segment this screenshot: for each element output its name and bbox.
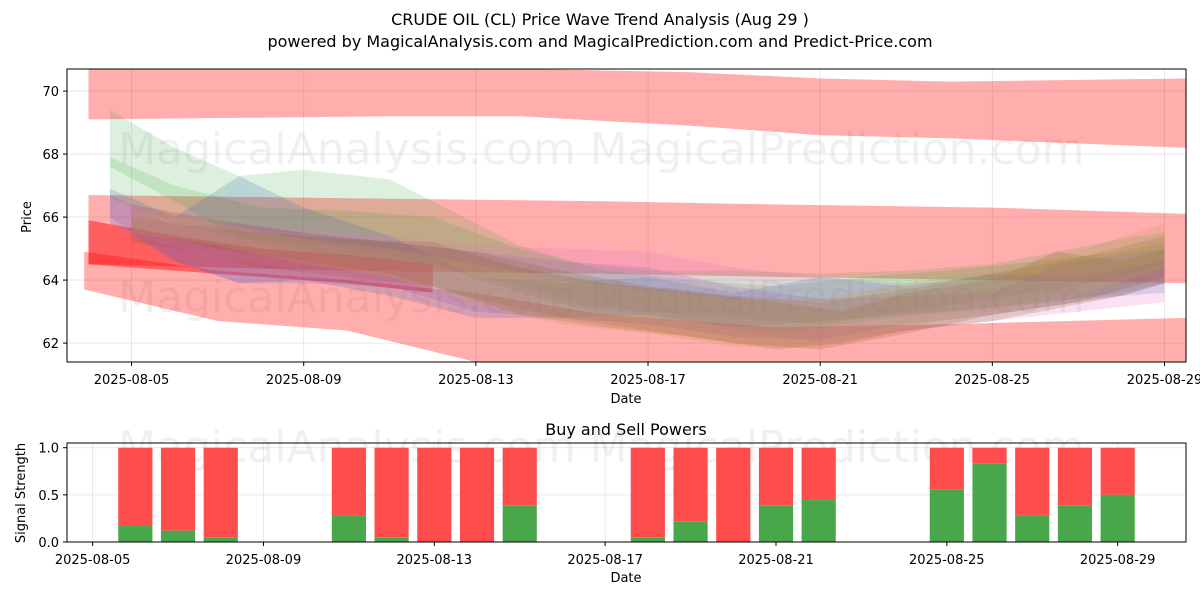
buy-bar: [1100, 494, 1135, 542]
buy-bar: [118, 525, 153, 542]
wave-band-red-top: [88, 69, 1186, 148]
wave-band-brown-a: [131, 217, 1165, 350]
signal-x-ticks: 2025-08-05 2025-08-09 2025-08-13 2025-08-17…: [55, 542, 1156, 568]
x-tick-label: 2025-08-05: [55, 553, 131, 568]
buy-bar: [502, 505, 537, 542]
price-plot-frame: [66, 68, 1187, 363]
y-tick-label: 66: [42, 211, 59, 226]
watermark: MagicalPrediction.com: [590, 272, 1085, 323]
buy-bar: [758, 505, 794, 542]
sell-bar: [801, 447, 836, 500]
sell-bar: [630, 447, 665, 538]
x-tick-label: 2025-08-13: [397, 553, 473, 568]
wave-band-blue-a: [110, 176, 1165, 328]
buy-bar: [160, 530, 196, 542]
wave-band-brown-b: [131, 204, 1165, 350]
wave-band-green-b: [110, 157, 1165, 334]
buy-bar: [630, 537, 665, 542]
watermark: MagicalAnalysis.com: [118, 272, 576, 323]
x-tick-label: 2025-08-17: [567, 553, 643, 568]
signal-y-ticks: 0.0 0.5 1.0: [38, 442, 67, 551]
sell-bar: [502, 447, 537, 506]
buy-bar: [331, 515, 366, 542]
watermark: MagicalPrediction.com: [590, 124, 1085, 175]
buy-bar: [673, 521, 708, 542]
sell-bar: [1015, 447, 1050, 516]
sell-bar: [929, 447, 964, 490]
buy-bar: [801, 499, 836, 542]
price-bands: [84, 69, 1186, 362]
watermark: MagicalAnalysis.com: [118, 124, 576, 175]
price-grid: [67, 69, 1186, 362]
sell-bar: [459, 447, 495, 542]
buy-bar: [374, 537, 409, 542]
x-tick-label: 2025-08-21: [738, 553, 814, 568]
band-layer: [84, 69, 1186, 362]
wave-band-tan-a: [131, 210, 1165, 347]
wave-band-red-lower: [84, 251, 1186, 362]
y-tick-label: 0.0: [38, 536, 59, 551]
price-x-ticks: 2025-08-05 2025-08-09 2025-08-13 2025-08-17…: [94, 362, 1200, 388]
x-tick-label: 2025-08-09: [226, 553, 302, 568]
price-wave-panel: MagicalAnalysis.com MagicalPrediction.co…: [20, 68, 1200, 407]
buy-bar: [1057, 505, 1093, 542]
chart-subtitle: powered by MagicalAnalysis.com and Magic…: [267, 32, 932, 51]
y-tick-label: 1.0: [38, 442, 59, 457]
x-tick-label: 2025-08-29: [1127, 373, 1200, 388]
wave-band-red-short: [88, 220, 433, 293]
signal-x-axis-label: Date: [610, 571, 641, 586]
x-tick-label: 2025-08-29: [1080, 553, 1156, 568]
x-tick-label: 2025-08-21: [782, 373, 858, 388]
sell-bar: [673, 447, 708, 522]
price-x-axis-label: Date: [610, 392, 641, 407]
buy-bar: [1015, 515, 1050, 542]
signal-plot-frame: [66, 442, 1187, 543]
x-tick-label: 2025-08-05: [94, 373, 170, 388]
chart-title: CRUDE OIL (CL) Price Wave Trend Analysis…: [391, 10, 809, 29]
y-tick-label: 68: [42, 148, 59, 163]
y-tick-label: 70: [42, 85, 59, 100]
buy-bar: [972, 463, 1007, 542]
sell-bar: [374, 447, 409, 538]
sell-bar: [972, 447, 1007, 464]
buy-bar: [203, 537, 238, 542]
wave-band-green-a: [110, 110, 1165, 325]
wave-band-pink-a: [131, 204, 1165, 344]
sell-bar: [331, 447, 366, 516]
sell-bar: [417, 447, 452, 542]
price-y-axis-label: Price: [20, 201, 35, 233]
sell-bar: [160, 447, 196, 531]
sell-bar: [118, 447, 153, 526]
sell-bar: [716, 447, 751, 542]
sell-bar: [1057, 447, 1093, 506]
y-tick-label: 0.5: [38, 489, 59, 504]
price-y-ticks: 62 64 66 68 70: [42, 85, 67, 352]
buy-sell-title: Buy and Sell Powers: [545, 420, 707, 439]
price-watermarks: MagicalAnalysis.com MagicalPrediction.co…: [118, 124, 1084, 323]
y-tick-label: 64: [42, 274, 59, 289]
sell-bar: [1100, 447, 1135, 495]
buy-sell-panel: Buy and Sell Powers MagicalAnalysis.com …: [14, 420, 1187, 586]
sell-bar: [758, 447, 794, 506]
x-tick-label: 2025-08-17: [610, 373, 686, 388]
x-tick-label: 2025-08-09: [266, 373, 342, 388]
buy-bar: [929, 489, 964, 542]
x-tick-label: 2025-08-25: [955, 373, 1031, 388]
x-tick-label: 2025-08-13: [438, 373, 514, 388]
wave-band-purple-a: [110, 195, 1165, 340]
y-tick-label: 62: [42, 337, 59, 352]
x-tick-label: 2025-08-25: [909, 553, 985, 568]
signal-bars: [118, 447, 1135, 542]
wave-band-red-middle: [88, 195, 1186, 284]
sell-bar: [203, 447, 238, 538]
signal-y-axis-label: Signal Strength: [14, 443, 29, 543]
